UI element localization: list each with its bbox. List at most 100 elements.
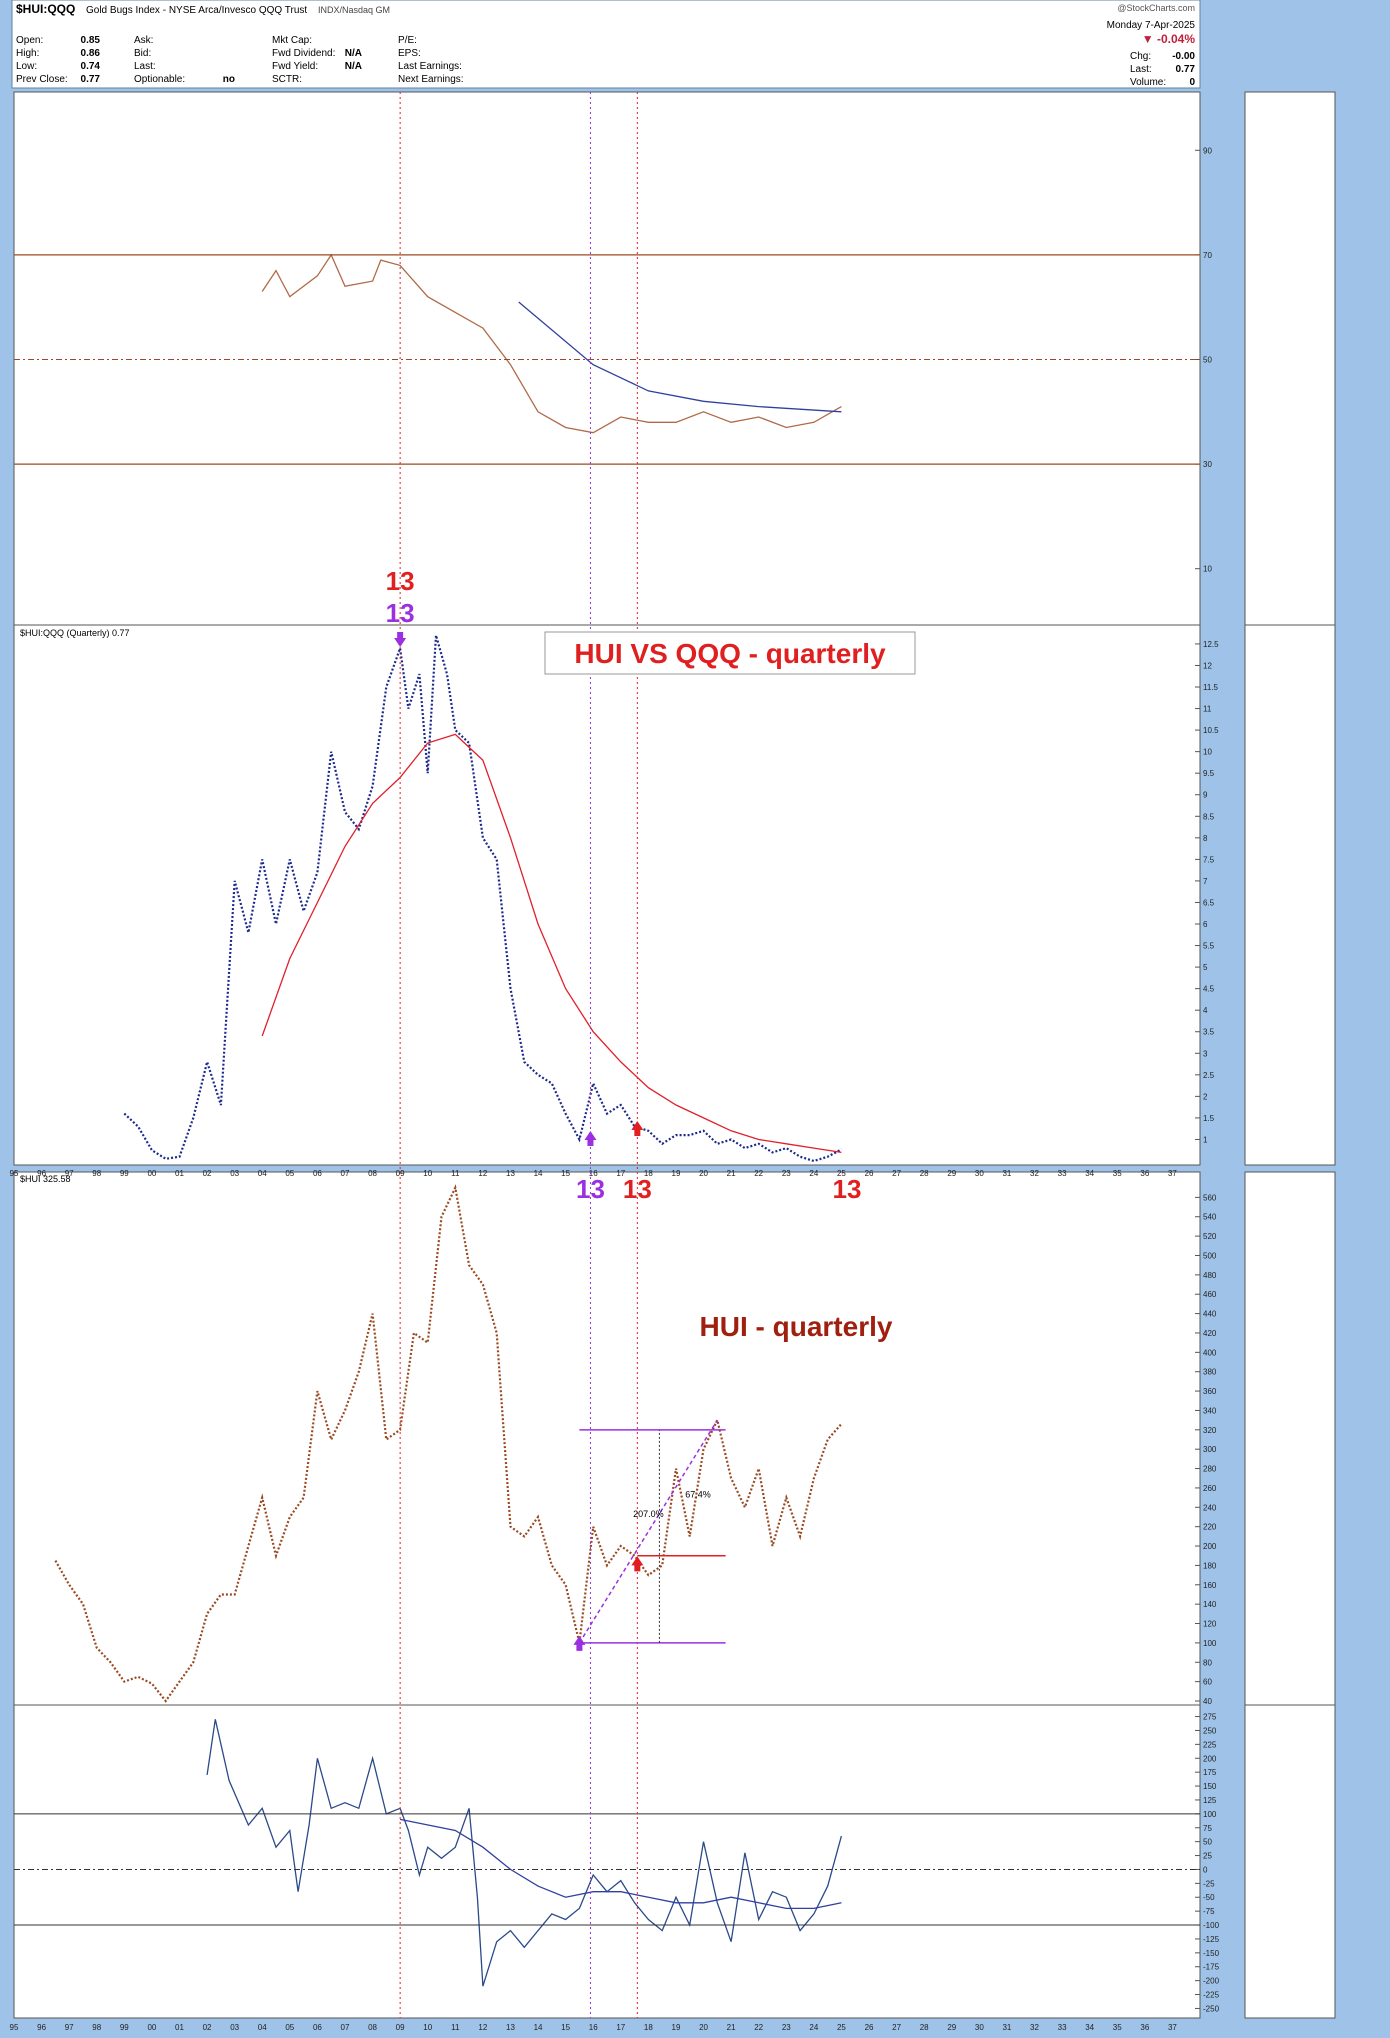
x-tick-label: 97 (65, 1169, 74, 1178)
x-tick-label: 03 (230, 2023, 239, 2032)
quote-label: Mkt Cap: (272, 35, 312, 46)
x-tick-label: 01 (175, 2023, 184, 2032)
y-tick-label: 300 (1203, 1445, 1217, 1454)
x-tick-label: 13 (506, 1169, 515, 1178)
x-tick-label: 26 (865, 1169, 874, 1178)
y-tick-label: -200 (1203, 1977, 1220, 1986)
mini-panel-frame (1244, 1704, 1336, 2019)
y-tick-label: 225 (1203, 1740, 1217, 1749)
series-line-1 (399, 1818, 842, 1910)
count-label-red: 13 (832, 1174, 861, 1204)
header-panel (11, 0, 1201, 89)
x-tick-label: 33 (1058, 2023, 1067, 2032)
x-tick-label: 08 (368, 2023, 377, 2032)
x-tick-label: 03 (230, 1169, 239, 1178)
x-tick-label: 34 (1085, 2023, 1094, 2032)
quote-label: Low: (16, 61, 37, 72)
x-tick-label: 23 (782, 1169, 791, 1178)
y-tick-label: -25 (1203, 1879, 1215, 1888)
arrow-marker (584, 1131, 597, 1146)
x-tick-label: 97 (65, 2023, 74, 2032)
x-tick-label: 22 (754, 2023, 763, 2032)
y-tick-label: 220 (1203, 1523, 1217, 1532)
quote-value: no (223, 74, 235, 85)
y-tick-label: 70 (1203, 251, 1212, 260)
y-tick-label: 90 (1203, 146, 1212, 155)
ratio-title: HUI VS QQQ - quarterly (574, 638, 886, 669)
quote-table: Open: 0.85 High: 0.86 Low: 0.74 Prev Close: 0.7… (16, 35, 1195, 88)
y-tick-label: 1 (1203, 1135, 1208, 1144)
quote-label: Fwd Yield: (272, 61, 318, 72)
quote-label: Last: (134, 61, 156, 72)
y-tick-label: 2.5 (1203, 1071, 1215, 1080)
exchange: INDX/Nasdaq GM (318, 5, 390, 15)
quote-label: Chg: (1130, 51, 1151, 62)
y-tick-label: 160 (1203, 1581, 1217, 1590)
y-tick-label: 5.5 (1203, 942, 1215, 951)
x-tick-label: 37 (1168, 2023, 1177, 2032)
y-tick-label: 380 (1203, 1368, 1217, 1377)
panel-frame (13, 624, 1201, 1166)
x-tick-label: 37 (1168, 1169, 1177, 1178)
x-tick-label: 17 (616, 1169, 625, 1178)
x-tick-label: 06 (313, 2023, 322, 2032)
x-tick-label: 12 (478, 1169, 487, 1178)
ratio-legend: $HUI:QQQ (Quarterly) 0.77 (20, 628, 130, 638)
y-tick-label: -125 (1203, 1935, 1220, 1944)
x-tick-label: 28 (920, 2023, 929, 2032)
x-tick-label: 95 (10, 1169, 19, 1178)
projection-line (578, 1419, 718, 1644)
x-tick-label: 24 (809, 1169, 818, 1178)
y-tick-label: 10 (1203, 748, 1212, 757)
quote-label: Volume: (1130, 77, 1166, 88)
ratio-title-box (544, 631, 916, 675)
y-tick-label: 9.5 (1203, 769, 1215, 778)
count-label-red: 13 (386, 566, 415, 596)
x-tick-label: 32 (1030, 1169, 1039, 1178)
series-line-0 (54, 1184, 843, 1703)
x-tick-label: 18 (644, 2023, 653, 2032)
quote-value: 0.86 (81, 48, 101, 59)
y-tick-label: 460 (1203, 1290, 1217, 1299)
y-tick-label: 125 (1203, 1796, 1217, 1805)
pct-label: 67.4% (685, 1490, 711, 1500)
x-tick-label: 31 (1002, 2023, 1011, 2032)
x-tick-label: 10 (423, 2023, 432, 2032)
x-tick-label: 18 (644, 1169, 653, 1178)
y-tick-label: 240 (1203, 1503, 1217, 1512)
y-tick-label: 7 (1203, 877, 1208, 886)
y-tick-label: 8.5 (1203, 812, 1215, 821)
change-percent: ▼ -0.04% (1142, 32, 1196, 46)
x-tick-label: 09 (396, 2023, 405, 2032)
quote-value: 0.74 (81, 61, 101, 72)
y-tick-label: 120 (1203, 1620, 1217, 1629)
x-tick-label: 20 (699, 1169, 708, 1178)
y-tick-label: 4 (1203, 1006, 1208, 1015)
x-tick-label: 32 (1030, 2023, 1039, 2032)
y-tick-label: 420 (1203, 1329, 1217, 1338)
y-tick-label: 30 (1203, 460, 1212, 469)
y-tick-label: 11.5 (1203, 683, 1219, 692)
y-tick-label: 1.5 (1203, 1114, 1215, 1123)
y-tick-label: 80 (1203, 1658, 1212, 1667)
x-tick-label: 14 (534, 1169, 543, 1178)
quote-label: Next Earnings: (398, 74, 464, 85)
chart-panel-rsi: 10 30 50 70 90 (13, 91, 1336, 626)
x-tick-label: 21 (727, 1169, 736, 1178)
x-tick-label: 24 (809, 2023, 818, 2032)
x-tick-label: 36 (1140, 1169, 1149, 1178)
x-tick-label: 29 (947, 2023, 956, 2032)
hui-title: HUI - quarterly (700, 1311, 893, 1342)
y-tick-label: 40 (1203, 1697, 1212, 1706)
arrow-marker (631, 1556, 644, 1572)
y-tick-label: 2 (1203, 1092, 1208, 1101)
x-tick-label: 15 (561, 1169, 570, 1178)
quote-value: N/A (345, 48, 362, 59)
arrow-marker (631, 1121, 644, 1136)
x-tick-label: 06 (313, 1169, 322, 1178)
quote-label: Optionable: (134, 74, 185, 85)
y-tick-label: 12.5 (1203, 640, 1219, 649)
y-tick-label: 175 (1203, 1768, 1217, 1777)
x-tick-label: 01 (175, 1169, 184, 1178)
